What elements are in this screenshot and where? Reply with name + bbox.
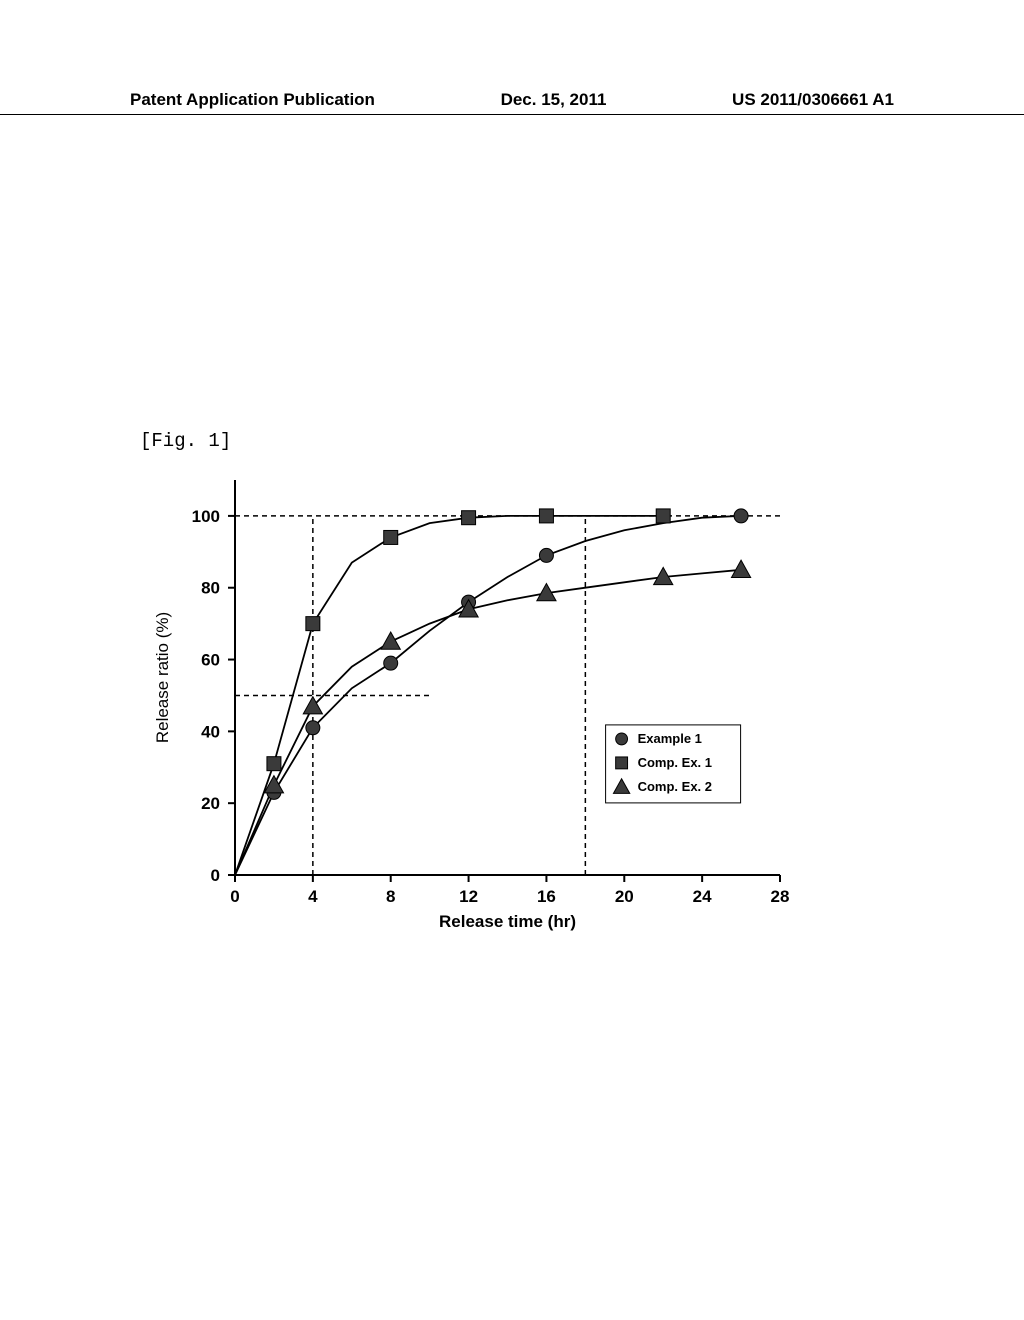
svg-text:Example 1: Example 1 bbox=[638, 731, 702, 746]
header-left: Patent Application Publication bbox=[130, 90, 375, 110]
svg-text:100: 100 bbox=[192, 507, 220, 526]
svg-text:0: 0 bbox=[211, 866, 220, 885]
svg-text:20: 20 bbox=[201, 794, 220, 813]
svg-text:24: 24 bbox=[693, 887, 712, 906]
header-right: US 2011/0306661 A1 bbox=[732, 90, 894, 110]
svg-text:80: 80 bbox=[201, 579, 220, 598]
svg-text:28: 28 bbox=[771, 887, 790, 906]
svg-text:40: 40 bbox=[201, 722, 220, 741]
svg-text:4: 4 bbox=[308, 887, 318, 906]
svg-text:Comp. Ex. 1: Comp. Ex. 1 bbox=[638, 755, 712, 770]
svg-text:20: 20 bbox=[615, 887, 634, 906]
page-header: Patent Application Publication Dec. 15, … bbox=[0, 90, 1024, 115]
svg-text:0: 0 bbox=[230, 887, 239, 906]
chart-svg: 0 4 8 12 16 20 24 28 0 20 40 60 80 100 Release time (h… bbox=[140, 465, 800, 935]
svg-text:16: 16 bbox=[537, 887, 556, 906]
svg-text:Release ratio (%): Release ratio (%) bbox=[153, 612, 172, 743]
svg-text:12: 12 bbox=[459, 887, 478, 906]
svg-text:Release time (hr): Release time (hr) bbox=[439, 912, 576, 931]
svg-text:Comp. Ex. 2: Comp. Ex. 2 bbox=[638, 779, 712, 794]
svg-text:8: 8 bbox=[386, 887, 395, 906]
release-chart: 0 4 8 12 16 20 24 28 0 20 40 60 80 100 Release time (h… bbox=[140, 465, 800, 935]
figure-label: [Fig. 1] bbox=[140, 430, 231, 452]
svg-text:60: 60 bbox=[201, 651, 220, 670]
header-center: Dec. 15, 2011 bbox=[501, 90, 607, 110]
